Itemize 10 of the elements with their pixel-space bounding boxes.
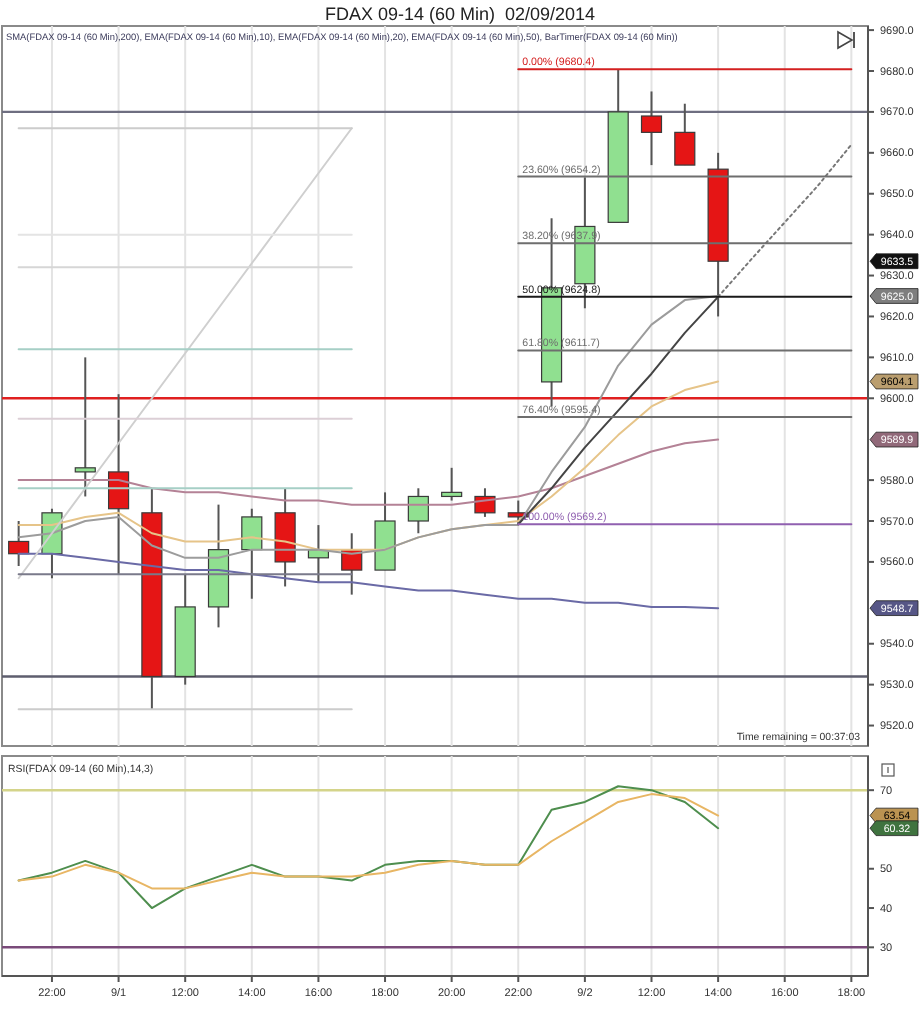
line-series [17, 127, 353, 580]
line-series [17, 793, 720, 890]
candlestick [8, 520, 30, 567]
chart-title: FDAX 09-14 (60 Min) 02/09/2014 [324, 4, 596, 24]
candlestick [241, 507, 263, 600]
candlestick [74, 356, 96, 498]
candlestick [441, 466, 463, 502]
candlestick [674, 102, 696, 167]
candlestick [640, 90, 663, 167]
candlestick [407, 487, 429, 535]
